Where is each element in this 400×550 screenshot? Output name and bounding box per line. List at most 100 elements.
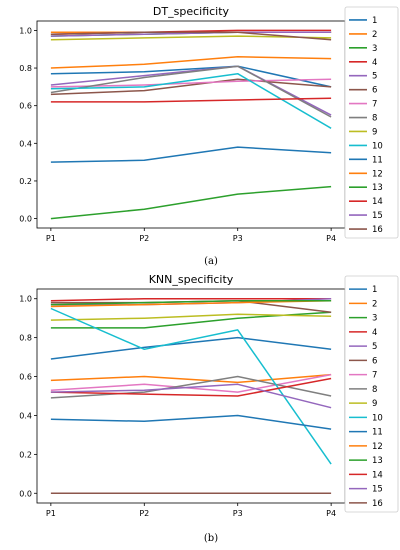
legend-item-12: 12: [349, 442, 383, 452]
legend-label: 13: [372, 183, 383, 193]
y-tick-label: 0.0: [19, 489, 32, 498]
y-tick-label: 0.6: [19, 102, 32, 111]
y-tick-label: 0.2: [19, 177, 32, 186]
legend-box: [344, 6, 399, 239]
x-tick-label: P2: [139, 509, 149, 518]
legend-item-9: 9: [349, 399, 377, 409]
series-line-10: [50, 72, 332, 129]
series-line-14: [50, 97, 332, 103]
legend-item-3: 3: [349, 44, 377, 54]
legend-item-2: 2: [349, 299, 377, 309]
series-line-2: [50, 373, 332, 384]
legend-item-16: 16: [349, 225, 383, 235]
series-line-14: [50, 377, 332, 397]
series-line-6: [50, 299, 332, 314]
y-tick-label: 0.2: [19, 450, 32, 459]
legend-label: 8: [372, 114, 377, 124]
legend-item-11: 11: [349, 428, 383, 438]
legend-label: 16: [372, 499, 383, 509]
series-line-5: [50, 65, 332, 116]
legend-label: 3: [372, 314, 377, 324]
legend-label: 4: [372, 58, 377, 68]
legend-item-10: 10: [349, 413, 383, 423]
chart-title: DT_specificity: [153, 5, 230, 18]
legend-label: 7: [372, 371, 377, 381]
legend-label: 6: [372, 356, 377, 366]
legend-label: 13: [372, 456, 383, 466]
series-line-12: [50, 56, 332, 69]
legend-item-4: 4: [349, 58, 377, 68]
legend-box: [344, 275, 399, 513]
series-line-7: [50, 373, 332, 393]
legend-item-15: 15: [349, 211, 383, 221]
legend-item-14: 14: [349, 470, 383, 480]
series-line-8: [50, 65, 332, 118]
legend-item-13: 13: [349, 183, 383, 193]
chart-title: KNN_specificity: [149, 273, 234, 286]
legend-item-4: 4: [349, 328, 377, 338]
y-tick-label: 0.6: [19, 373, 32, 382]
legend-item-16: 16: [349, 499, 383, 509]
legend-item-10: 10: [349, 141, 383, 151]
series-line-1: [50, 336, 332, 360]
panel-label: (a): [204, 256, 218, 267]
legend-item-1: 1: [349, 285, 377, 295]
legend-item-2: 2: [349, 30, 377, 40]
legend-label: 4: [372, 328, 377, 338]
series-line-11: [50, 414, 332, 430]
series-line-16: [50, 31, 332, 41]
legend-label: 7: [372, 100, 377, 110]
legend-label: 1: [372, 285, 377, 295]
series-line-6: [50, 78, 332, 96]
legend-label: 9: [372, 399, 377, 409]
panel-label: (b): [204, 533, 218, 544]
legend-label: 12: [372, 442, 383, 452]
legend-label: 9: [372, 127, 377, 137]
x-tick-label: P4: [326, 509, 336, 518]
series-line-11: [50, 146, 332, 163]
legend-label: 15: [372, 485, 383, 495]
legend-item-13: 13: [349, 456, 383, 466]
legend-item-15: 15: [349, 485, 383, 495]
legend-item-8: 8: [349, 385, 377, 395]
legend-item-9: 9: [349, 127, 377, 137]
legend-label: 10: [372, 141, 383, 151]
series-line-8: [50, 375, 332, 399]
series-line-1: [50, 65, 332, 88]
legend-label: 15: [372, 211, 383, 221]
legend-label: 2: [372, 30, 377, 40]
legend-label: 6: [372, 86, 377, 96]
x-tick-label: P2: [139, 234, 149, 243]
legend-item-12: 12: [349, 169, 383, 179]
legend-label: 5: [372, 72, 377, 82]
x-tick-label: P4: [326, 234, 336, 243]
legend-label: 16: [372, 225, 383, 235]
series-line-9: [50, 313, 332, 321]
legend-label: 5: [372, 342, 377, 352]
series-line-7: [50, 78, 332, 88]
legend-item-5: 5: [349, 72, 377, 82]
legend-item-11: 11: [349, 155, 383, 165]
y-tick-label: 1.0: [19, 26, 32, 35]
chart-panel-2: KNN_specificity 0.0 0.2 0.4 0.6 0.8 1.0 P1 P2 P3 P…: [19, 273, 399, 544]
legend-label: 8: [372, 385, 377, 395]
legend-label: 14: [372, 197, 383, 207]
x-tick-label: P1: [46, 234, 56, 243]
legend-item-3: 3: [349, 314, 377, 324]
series-line-15: [50, 383, 332, 409]
x-tick-label: P1: [46, 509, 56, 518]
legend-item-6: 6: [349, 86, 377, 96]
legend-label: 2: [372, 299, 377, 309]
series-line-9: [50, 35, 332, 41]
series-line-13: [50, 299, 332, 306]
legend-item-14: 14: [349, 197, 383, 207]
legend-label: 3: [372, 44, 377, 54]
legend-label: 11: [372, 155, 383, 165]
legend-item-5: 5: [349, 342, 377, 352]
chart-panel-1: DT_specificity 0.0 0.2 0.4 0.6 0.8 1.0 P1 P2 P3 P4…: [19, 5, 399, 267]
legend-label: 10: [372, 413, 383, 423]
x-tick-label: P3: [233, 234, 243, 243]
legend-item-7: 7: [349, 100, 377, 110]
plot-frame: [36, 20, 346, 229]
